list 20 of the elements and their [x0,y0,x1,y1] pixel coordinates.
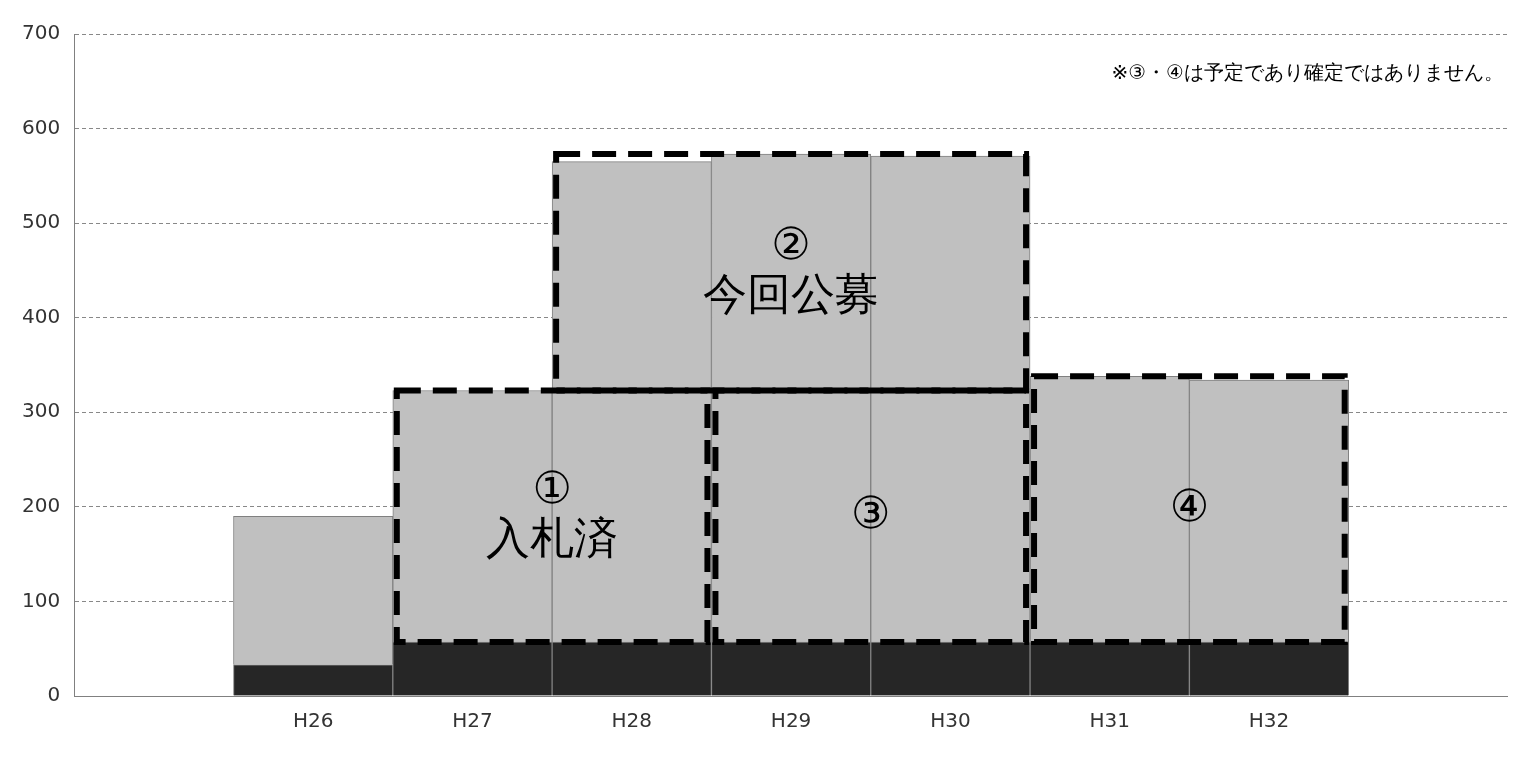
y-tick-label: 100 [21,587,61,612]
annotation: ① 入札済 [486,461,619,563]
annotation: ③ [851,486,891,538]
x-tick-label: H27 [452,708,493,733]
y-tick-label: 0 [47,682,61,707]
x-tick-label: H29 [770,708,812,733]
y-tick-label: 600 [21,114,61,139]
x-tick-label: H31 [1089,708,1130,733]
y-tick-label: 500 [21,209,61,234]
x-tick-label: H28 [611,708,653,733]
annotation: ② 今回公募 [703,217,880,319]
x-tick-label: H26 [292,708,334,733]
annotation: ※③・④は予定であり確定ではありません。 [1111,60,1504,85]
y-tick-label: 300 [21,398,61,423]
x-tick-label: H32 [1248,708,1290,733]
y-tick-label: 200 [21,493,61,518]
y-tick-label: 400 [21,303,61,328]
annotation: ④ [1169,479,1210,531]
y-tick-label: 700 [21,20,61,45]
x-tick-label: H30 [930,708,971,733]
